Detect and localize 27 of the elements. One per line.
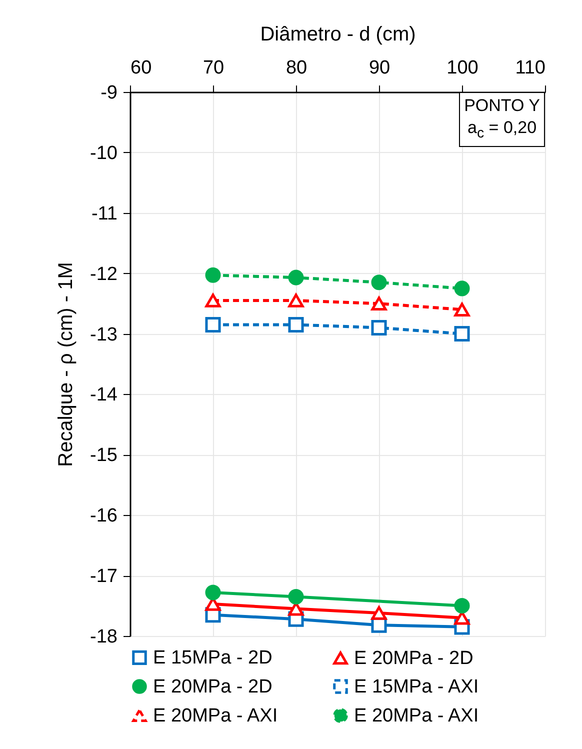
y-tick-label: -10	[90, 142, 118, 164]
x-tick-label: 80	[286, 58, 308, 78]
y-tick-label: -16	[90, 506, 118, 527]
annotation: a$_{c}$ = 0,20	[466, 117, 538, 144]
legend-label: E 20MPa - 2D	[153, 676, 272, 698]
y-tick-label: -9	[100, 82, 118, 104]
x-tick-label: 90	[368, 58, 390, 78]
legend-label: E 20MPa - AXI	[354, 706, 479, 726]
legend-label: E 15MPa - AXI	[354, 676, 479, 698]
x-tick-label: 100	[446, 58, 478, 78]
legend-label: E 15MPa - 2D	[153, 648, 272, 669]
x-tick-label: 110	[515, 58, 546, 78]
y-tick-label: -14	[90, 384, 118, 406]
note-box: PONTO Y a$_{c}$ = 0,20	[459, 92, 545, 148]
legend-label: E 20MPa - 2D	[354, 648, 474, 670]
y-tick-label: -11	[91, 203, 118, 224]
y-axis-title: Recalque - ρ (cm) - 1M	[55, 262, 78, 467]
y-tick-label: -15	[90, 445, 118, 466]
annotation: PONTO Y	[464, 95, 540, 117]
y-tick-label: -17	[90, 566, 118, 588]
x-axis-title: Diâmetro - d (cm)	[260, 24, 416, 46]
y-tick-label: -12	[90, 264, 118, 285]
x-tick-label: 60	[130, 58, 152, 78]
y-tick-label: -18	[90, 626, 118, 648]
legend-label: E 20MPa - AXI	[153, 706, 278, 726]
y-tick-label: -13	[90, 324, 118, 346]
x-tick-label: 70	[202, 58, 224, 78]
